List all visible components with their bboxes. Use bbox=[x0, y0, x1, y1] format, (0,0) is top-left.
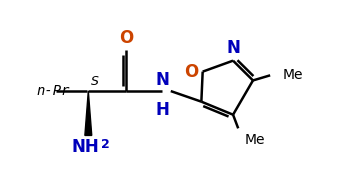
Text: 2: 2 bbox=[101, 138, 110, 151]
Text: Me: Me bbox=[245, 133, 266, 147]
Polygon shape bbox=[85, 91, 92, 136]
Text: Me: Me bbox=[282, 68, 303, 82]
Text: O: O bbox=[119, 29, 133, 47]
Text: n-Pr: n-Pr bbox=[37, 84, 70, 98]
Text: H: H bbox=[155, 101, 169, 119]
Text: N: N bbox=[155, 71, 169, 89]
Text: O: O bbox=[184, 63, 199, 81]
Text: S: S bbox=[91, 75, 99, 88]
Text: N: N bbox=[226, 39, 240, 57]
Text: NH: NH bbox=[71, 138, 99, 156]
